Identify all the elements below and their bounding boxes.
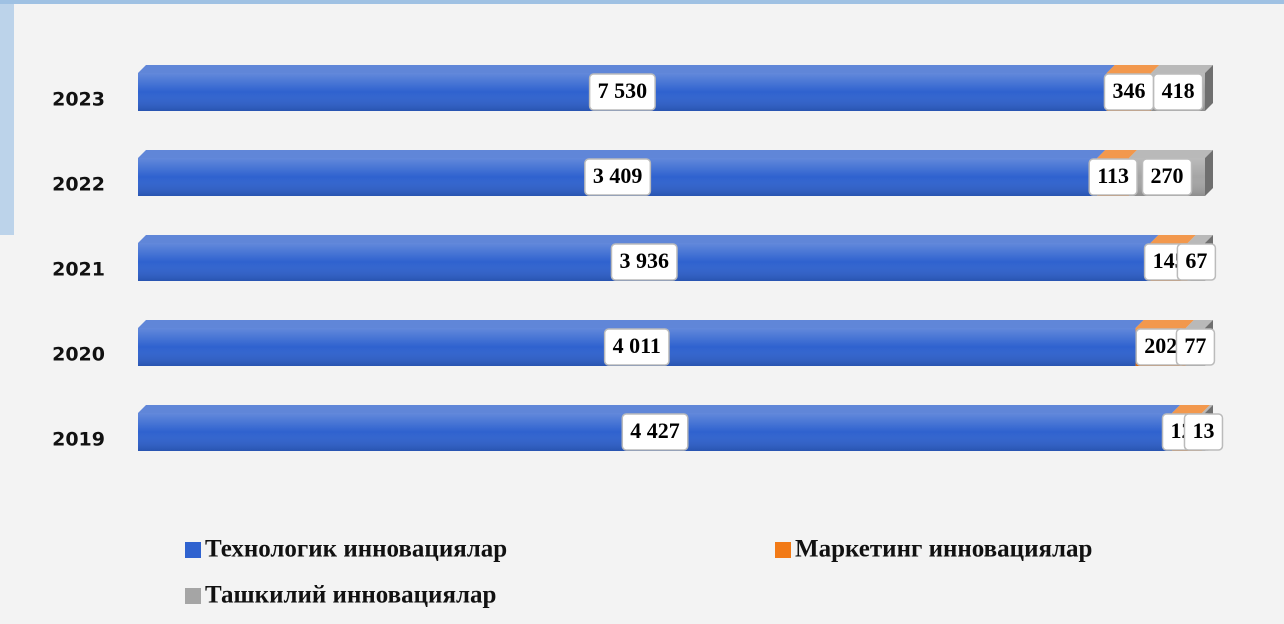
data-label-box xyxy=(610,243,678,281)
side-strip xyxy=(0,0,14,235)
bar-top xyxy=(1135,320,1194,328)
legend-label: Технологик инновациялар xyxy=(205,536,507,563)
data-label-box xyxy=(603,328,670,366)
data-label-text: 3 409 xyxy=(593,163,643,188)
data-label-text: 270 xyxy=(1151,163,1184,188)
y-tick-label: 2019 xyxy=(52,429,105,451)
data-label: 418 xyxy=(1152,73,1204,111)
bar-top xyxy=(1097,150,1138,158)
data-label-box xyxy=(1088,158,1138,196)
bar-top xyxy=(1106,65,1160,73)
data-label-text: 346 xyxy=(1112,78,1145,103)
bar-top xyxy=(138,150,1106,158)
legend-label: Ташкилий инновациялар xyxy=(205,582,496,609)
data-label: 346 xyxy=(1103,73,1155,111)
data-label-text: 202 xyxy=(1144,333,1177,358)
data-label-box xyxy=(621,413,689,451)
data-label: 3 409 xyxy=(584,158,652,196)
data-label-box xyxy=(1175,328,1216,366)
data-label-text: 13 xyxy=(1192,418,1214,443)
data-label-text: 113 xyxy=(1097,163,1129,188)
y-tick-label: 2021 xyxy=(52,259,105,281)
bar-top xyxy=(138,65,1115,73)
bar-top xyxy=(1150,235,1196,243)
bar-top xyxy=(138,405,1181,413)
data-label: 3 936 xyxy=(610,243,678,281)
bar-top xyxy=(1129,150,1213,158)
data-label-box xyxy=(584,158,652,196)
data-label: 270 xyxy=(1141,158,1193,196)
bar-top xyxy=(1187,235,1213,243)
bar-top xyxy=(1151,65,1213,73)
data-label: 202 xyxy=(1135,328,1186,366)
bar-top xyxy=(1201,405,1213,413)
data-label-box xyxy=(1176,243,1217,281)
y-tick-label: 2022 xyxy=(52,174,105,196)
data-label-box xyxy=(588,73,656,111)
data-label: 13 xyxy=(1183,413,1224,451)
data-label: 4 011 xyxy=(603,328,670,366)
data-label: 113 xyxy=(1088,158,1138,196)
bar-top xyxy=(1172,405,1210,413)
data-label-box xyxy=(1152,73,1204,111)
data-label-text: 67 xyxy=(1185,248,1207,273)
data-label-box xyxy=(1183,413,1224,451)
data-label: 67 xyxy=(1176,243,1217,281)
legend-swatch xyxy=(185,588,201,604)
data-label: 4 427 xyxy=(621,413,689,451)
y-tick-label: 2020 xyxy=(52,344,105,366)
data-label: 77 xyxy=(1175,328,1216,366)
top-strip xyxy=(0,0,1284,4)
bar-top xyxy=(138,320,1144,328)
bar-top xyxy=(138,235,1159,243)
legend-swatch xyxy=(775,542,791,558)
y-tick-label: 2023 xyxy=(52,89,105,111)
data-label-text: 77 xyxy=(1184,333,1206,358)
data-label-text: 7 530 xyxy=(598,78,648,103)
data-label-text: 4 011 xyxy=(613,333,661,358)
legend-swatch xyxy=(185,542,201,558)
bar-top xyxy=(1185,320,1213,328)
data-label: 7 530 xyxy=(588,73,656,111)
data-label-text: 4 427 xyxy=(630,418,680,443)
bar-side xyxy=(1205,65,1213,111)
bar-side xyxy=(1205,150,1213,196)
data-label-text: 3 936 xyxy=(619,248,669,273)
data-label-box xyxy=(1141,158,1193,196)
legend-label: Маркетинг инновациялар xyxy=(795,536,1092,563)
data-label-text: 418 xyxy=(1162,78,1195,103)
